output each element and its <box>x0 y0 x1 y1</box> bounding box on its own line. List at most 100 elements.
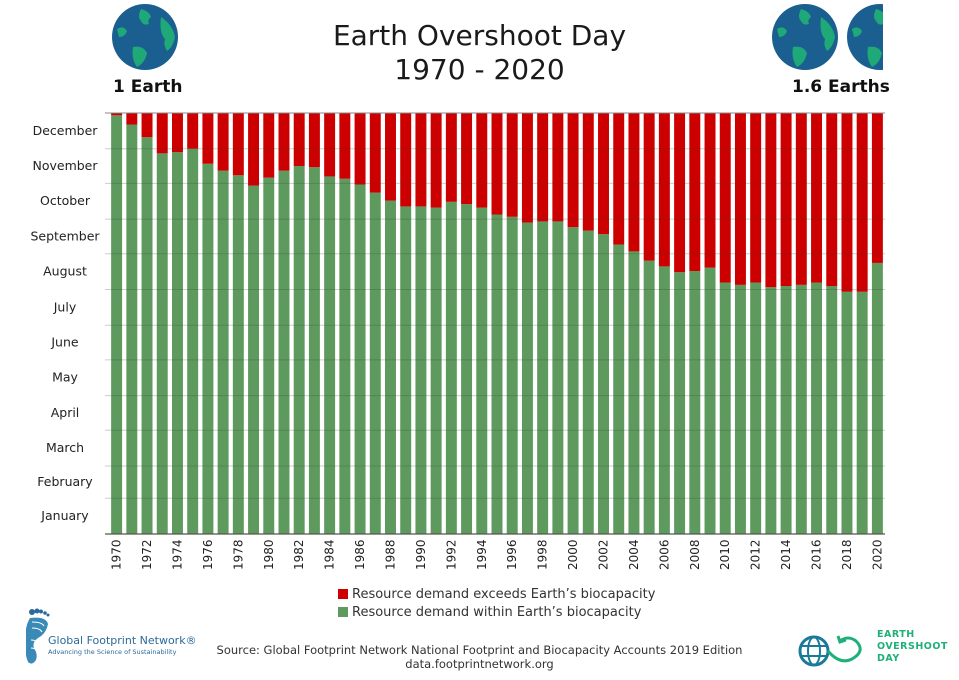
bar-1999 <box>552 113 564 534</box>
source-text: Source: Global Footprint Network Nationa… <box>216 643 743 657</box>
bar-1973 <box>156 113 168 534</box>
bar-exceeds-1978 <box>232 113 244 176</box>
bar-exceeds-1994 <box>476 113 488 208</box>
bar-exceeds-1996 <box>506 113 518 217</box>
bar-exceeds-1973 <box>156 113 168 154</box>
bar-within-2000 <box>567 227 579 535</box>
bar-within-1996 <box>506 216 518 534</box>
y-tick-label: December <box>33 123 99 138</box>
bar-within-1975 <box>187 148 199 534</box>
bar-within-2007 <box>674 272 686 534</box>
legend-item-exceeds: Resource demand exceeds Earth’s biocapac… <box>338 586 655 604</box>
bar-within-1983 <box>308 167 320 535</box>
bar-within-1999 <box>552 221 564 534</box>
bar-exceeds-2012 <box>750 113 762 283</box>
partial-earth-globe-icon <box>847 4 883 70</box>
x-tick-label: 2000 <box>566 539 580 570</box>
bar-2001 <box>582 113 594 534</box>
bar-within-1977 <box>217 170 229 534</box>
bar-1981 <box>278 113 290 534</box>
bar-within-1995 <box>491 214 503 534</box>
bar-1991 <box>430 113 442 535</box>
bar-1990 <box>415 113 427 534</box>
bar-2005 <box>643 113 655 534</box>
legend-label: Resource demand within Earth’s biocapaci… <box>352 605 642 620</box>
bar-1980 <box>263 113 275 534</box>
x-tick-label: 2012 <box>749 539 763 570</box>
eod-logo-line2: OVERSHOOT <box>877 641 948 652</box>
bar-exceeds-1990 <box>415 113 427 207</box>
bar-exceeds-2004 <box>628 113 640 252</box>
bar-2006 <box>658 113 670 534</box>
earth-globe-icon <box>772 4 838 70</box>
bar-1998 <box>537 113 549 534</box>
legend-swatch-green <box>338 607 348 617</box>
x-tick-label: 2020 <box>870 539 884 570</box>
bar-exceeds-1971 <box>126 113 138 125</box>
y-tick-label: August <box>43 264 87 279</box>
bar-within-2005 <box>643 260 655 534</box>
chart-subtitle: 1970 - 2020 <box>394 53 565 86</box>
bar-within-1979 <box>248 185 260 534</box>
bar-2000 <box>567 113 579 535</box>
bar-exceeds-2020 <box>871 113 883 263</box>
bar-2004 <box>628 113 640 535</box>
bar-exceeds-2015 <box>795 113 807 285</box>
bar-exceeds-2017 <box>826 113 838 287</box>
bar-1970 <box>111 113 123 534</box>
bar-1978 <box>232 113 244 535</box>
bar-within-2018 <box>841 291 853 534</box>
bar-exceeds-1974 <box>171 113 183 153</box>
bar-exceeds-2005 <box>643 113 655 261</box>
bar-exceeds-1987 <box>369 113 381 193</box>
source-url: data.footprintnetwork.org <box>405 657 554 671</box>
bar-exceeds-2010 <box>719 113 731 283</box>
legend-item-within: Resource demand within Earth’s biocapaci… <box>338 604 641 622</box>
bar-within-1984 <box>324 176 336 534</box>
bar-exceeds-1991 <box>430 113 442 208</box>
bar-within-2020 <box>871 262 883 534</box>
bar-within-1994 <box>476 207 488 535</box>
bar-within-1971 <box>126 124 138 535</box>
footprint-icon <box>26 608 50 664</box>
x-tick-label: 2006 <box>657 539 671 570</box>
bar-within-2003 <box>613 244 625 534</box>
bar-within-2004 <box>628 251 640 535</box>
bar-exceeds-2011 <box>734 113 746 285</box>
bar-exceeds-1972 <box>141 113 153 138</box>
x-tick-label: 1988 <box>383 539 397 570</box>
bar-1974 <box>171 113 183 535</box>
bar-2020 <box>871 113 883 534</box>
bar-1987 <box>369 113 381 534</box>
eod-logo-line1: EARTH <box>877 629 915 640</box>
bar-2007 <box>674 113 686 534</box>
bar-within-2017 <box>826 286 838 534</box>
bar-exceeds-1984 <box>324 113 336 177</box>
x-tick-label: 2008 <box>688 539 702 570</box>
bar-within-2010 <box>719 282 731 534</box>
x-tick-label: 1994 <box>475 539 489 570</box>
bar-within-1992 <box>445 201 457 534</box>
bar-2013 <box>765 113 777 534</box>
chart-title: Earth Overshoot Day <box>332 19 627 52</box>
bar-exceeds-2014 <box>780 113 792 287</box>
bar-within-1993 <box>461 204 473 534</box>
bar-within-1981 <box>278 170 290 534</box>
gfn-logo-name: Global Footprint Network® <box>48 634 197 647</box>
bar-exceeds-2016 <box>811 113 823 283</box>
bar-exceeds-1983 <box>308 113 320 168</box>
bar-exceeds-2009 <box>704 113 716 268</box>
bar-exceeds-2018 <box>841 113 853 292</box>
bar-exceeds-1995 <box>491 113 503 215</box>
bar-within-1987 <box>369 192 381 534</box>
x-tick-label: 1970 <box>110 539 124 570</box>
x-tick-label: 1980 <box>262 539 276 570</box>
bar-within-1988 <box>385 200 396 534</box>
bar-exceeds-1985 <box>339 113 351 179</box>
bar-within-1997 <box>521 222 533 534</box>
bar-within-2014 <box>780 286 792 534</box>
bar-1975 <box>187 113 199 534</box>
x-tick-label: 2002 <box>597 539 611 570</box>
bar-1979 <box>248 113 260 534</box>
